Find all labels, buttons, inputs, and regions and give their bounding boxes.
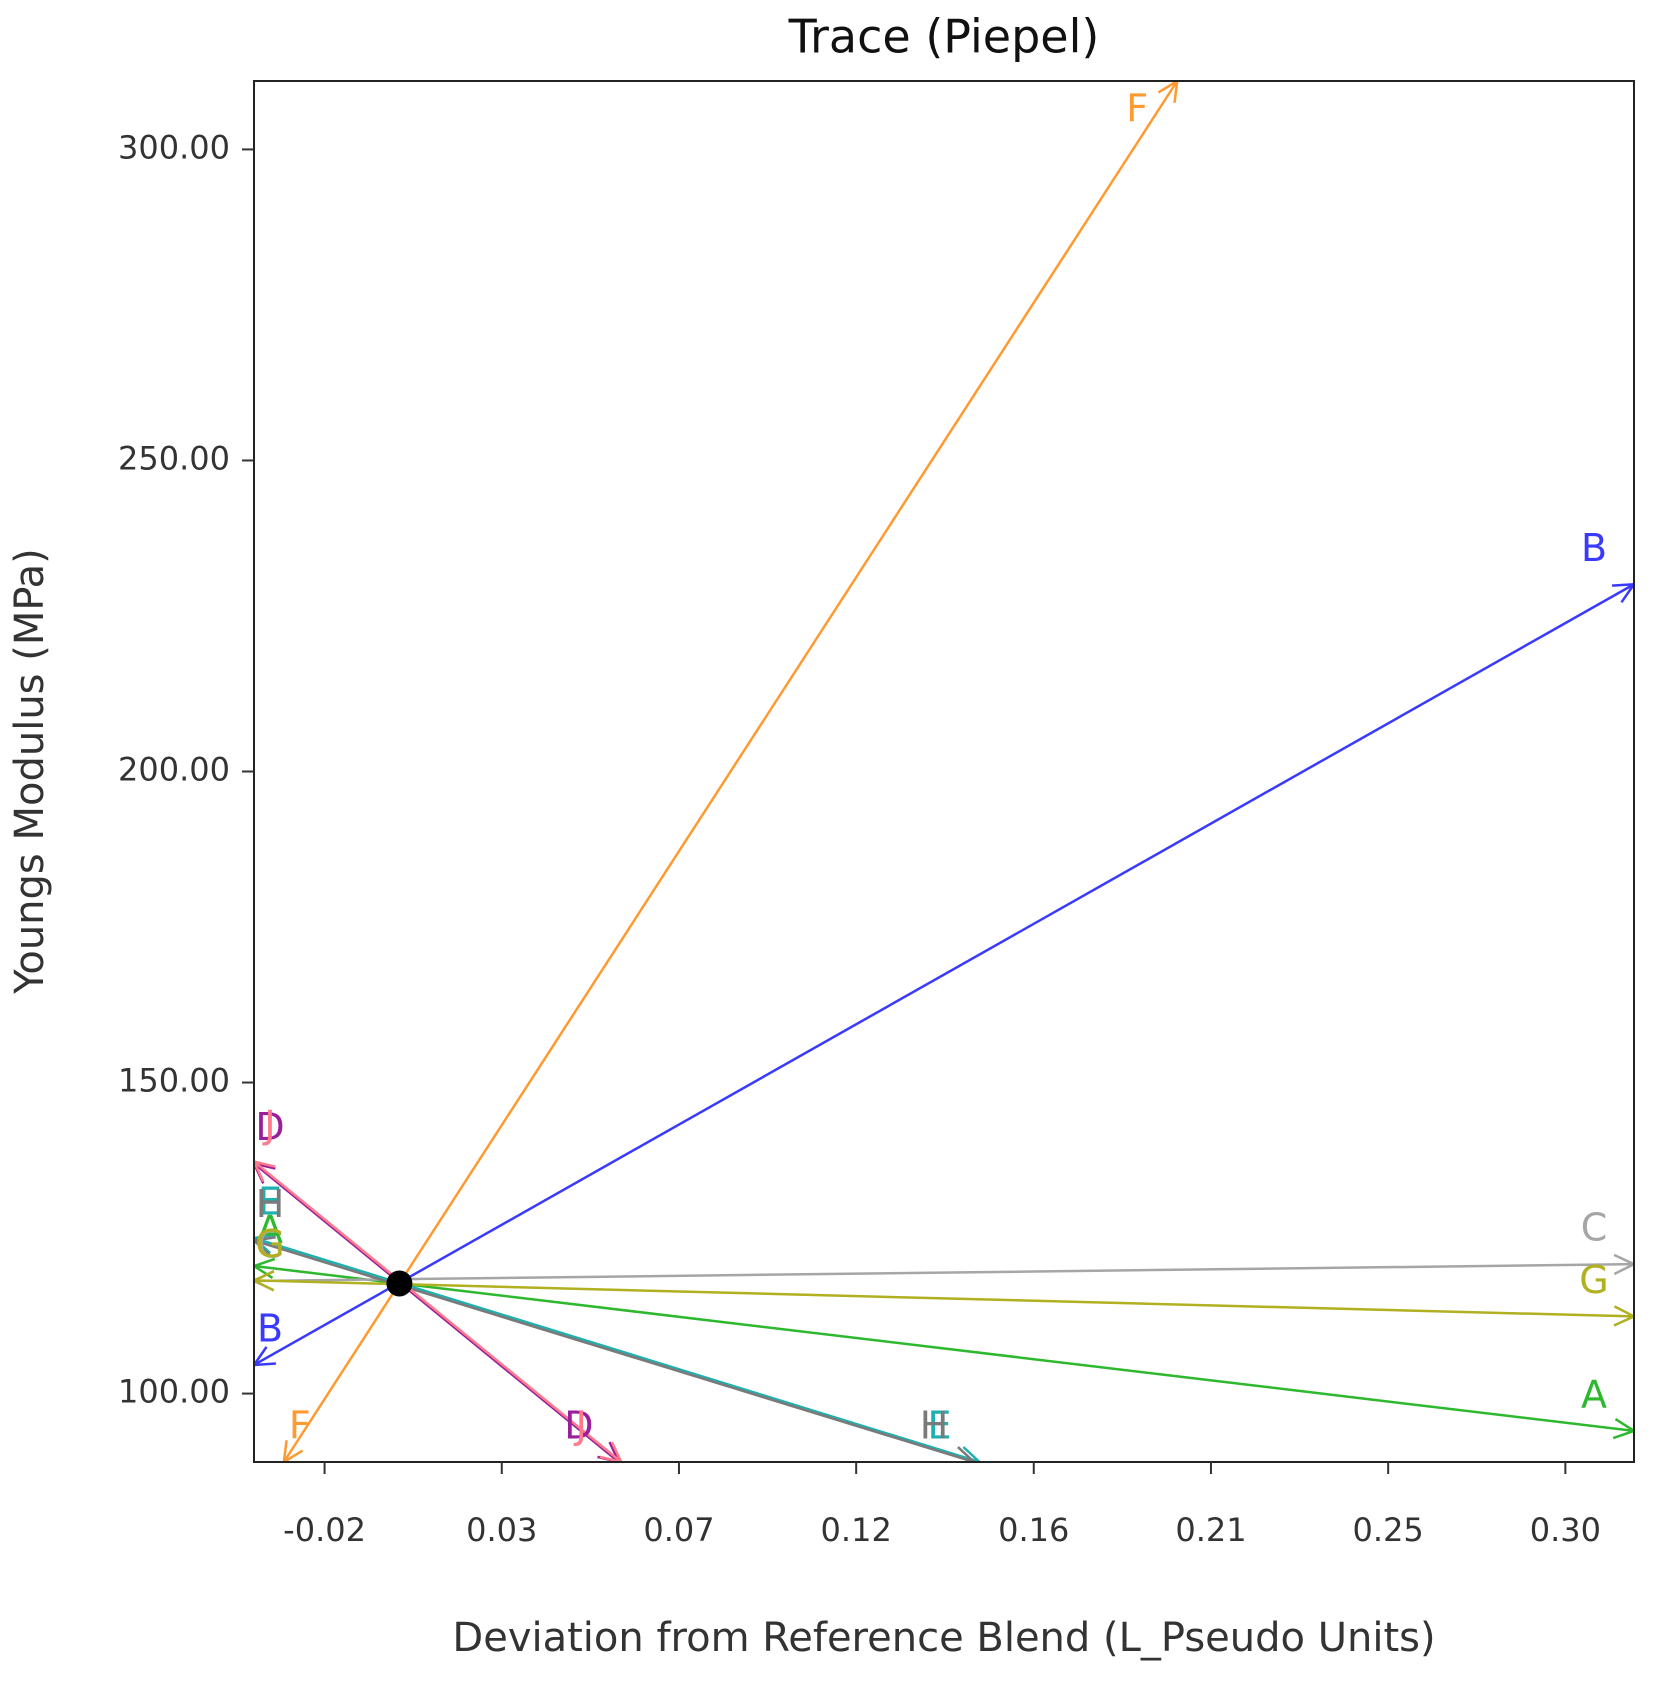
trace-line [254,1239,975,1462]
y-tick-label: 250.00 [118,439,230,477]
x-tick-label: 0.07 [643,1511,714,1549]
arrowhead [1612,1417,1634,1440]
arrowhead [254,1270,275,1292]
trace-label: F [289,1404,311,1448]
trace-line [254,1279,1634,1318]
trace-line [282,81,1179,1462]
x-tick-label: 0.03 [466,1511,537,1549]
trace-label: C [257,1222,284,1266]
x-tick-label: 0.16 [998,1511,1069,1549]
trace-line [254,1236,980,1462]
trace-label: C [1581,1206,1608,1250]
plot-area [254,81,1634,1462]
arrowhead [254,1235,276,1257]
chart-title: Trace (Piepel) [788,10,1100,64]
trace-label: G [1579,1258,1608,1302]
plot-frame [253,80,1635,1463]
arrowhead [1613,1305,1634,1327]
trace-label: B [257,1306,283,1350]
y-axis-title: Youngs Modulus (MPa) [7,548,53,995]
trace-line [254,583,1634,1367]
y-tick-label: 300.00 [118,128,230,166]
x-axis-title: Deviation from Reference Blend (L_Pseudo… [452,1615,1435,1661]
x-tick-label: 0.12 [821,1511,892,1549]
arrowhead [282,1440,304,1462]
trace-label: J [262,1103,275,1147]
y-tick-label: 150.00 [118,1062,230,1100]
y-tick-label: 100.00 [118,1373,230,1411]
arrowhead [599,1441,623,1462]
trace-label: H [920,1404,949,1448]
trace-label: D [255,1105,284,1149]
arrowhead [962,1446,982,1462]
arrowhead [1611,583,1634,604]
arrowhead [254,1160,276,1183]
trace-label: A [257,1208,283,1252]
reference-point [386,1270,413,1297]
arrowhead [254,1233,276,1254]
trace-label: J [574,1404,587,1448]
trace-label: E [927,1404,951,1448]
x-tick-label: 0.25 [1353,1511,1424,1549]
trace-line [254,1162,620,1462]
x-tick-label: 0.21 [1175,1511,1246,1549]
trace-label: F [1126,87,1148,131]
arrowhead [1157,81,1179,103]
trace-label: E [258,1180,282,1224]
x-tick-label: 0.30 [1530,1511,1601,1549]
arrowhead [957,1446,976,1462]
trace-line [254,1262,1634,1283]
trace-label: A [1581,1372,1607,1416]
arrowhead [254,1346,277,1367]
trace-label: B [1581,526,1607,570]
x-tick-label: -0.02 [283,1511,366,1549]
trace-line [254,1160,622,1462]
trace-line [254,1264,1634,1433]
trace-label: H [256,1182,285,1226]
trace-label: G [255,1222,284,1266]
arrowhead [1613,1253,1634,1276]
trace-label: D [564,1404,593,1448]
y-tick-label: 200.00 [118,751,230,789]
